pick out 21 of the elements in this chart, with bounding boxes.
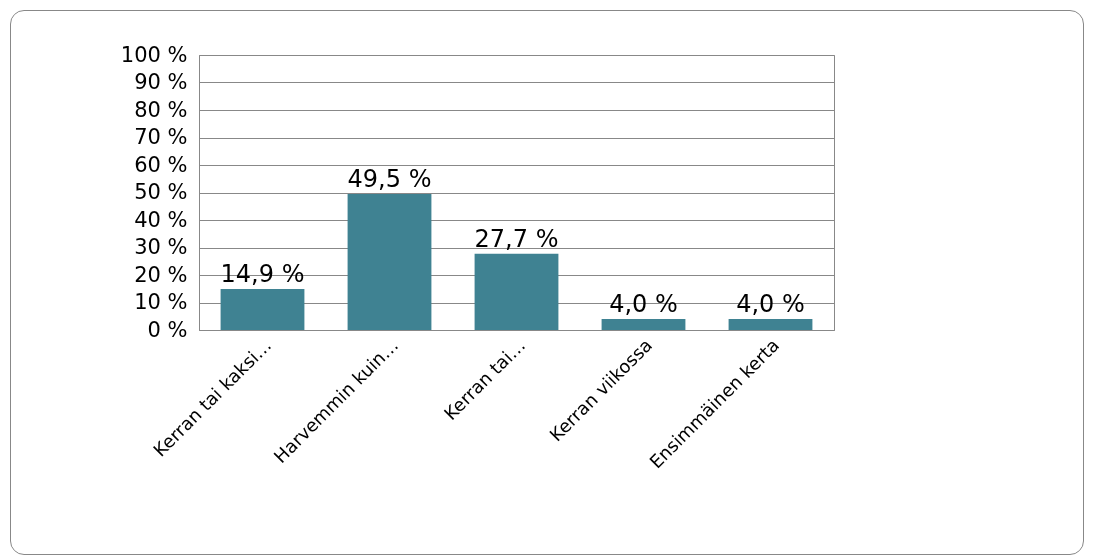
y-tick-label: 20 % xyxy=(134,262,188,287)
bar xyxy=(220,289,305,330)
y-tick-label: 60 % xyxy=(134,152,188,177)
y-tick-label: 90 % xyxy=(134,70,188,94)
y-tick-label: 40 % xyxy=(134,207,188,232)
y-tick-label: 0 % xyxy=(147,317,188,342)
y-tick-label: 70 % xyxy=(134,125,188,149)
bar xyxy=(728,319,813,330)
data-label: 49,5 % xyxy=(347,164,432,193)
data-label: 14,9 % xyxy=(220,260,305,289)
y-tick-label: 10 % xyxy=(134,290,188,314)
bar xyxy=(347,193,432,330)
bar xyxy=(474,253,559,330)
data-label: 4,0 % xyxy=(609,290,678,318)
y-tick-label: 100 % xyxy=(120,42,188,67)
y-tick-label: 50 % xyxy=(134,180,188,204)
data-label: 4,0 % xyxy=(736,290,805,318)
bar xyxy=(601,319,686,330)
y-tick-label: 30 % xyxy=(134,235,188,259)
data-label: 27,7 % xyxy=(474,224,559,253)
y-tick-label: 80 % xyxy=(134,97,188,122)
